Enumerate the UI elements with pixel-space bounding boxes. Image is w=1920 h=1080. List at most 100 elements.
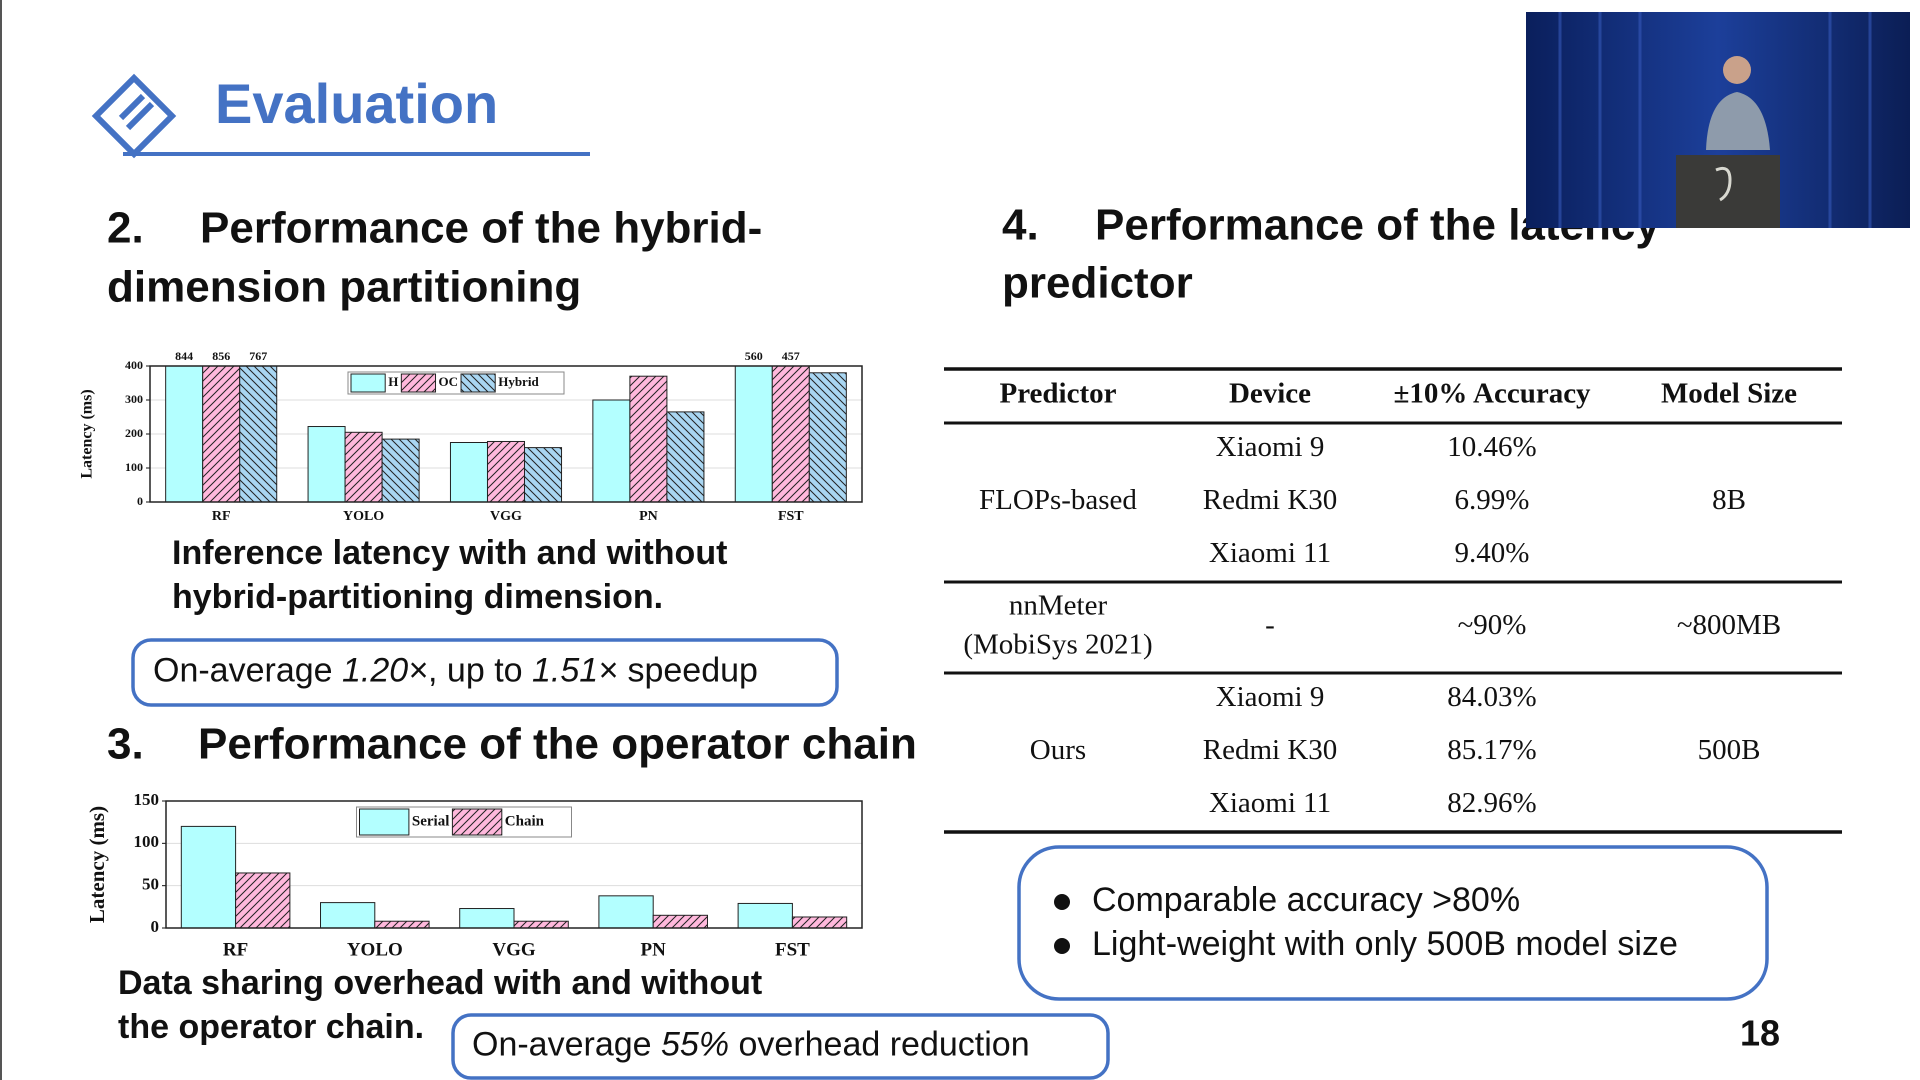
callout-part: 1.51× — [532, 651, 618, 689]
y-tick-label: 400 — [125, 358, 143, 372]
legend-label: Hybrid — [498, 374, 539, 389]
value-label: 844 — [175, 349, 193, 363]
bar — [771, 366, 810, 502]
table-cell: 9.40% — [1455, 537, 1530, 569]
callout: On-average 55% overhead reduction — [472, 1025, 1030, 1063]
bars — [165, 366, 847, 502]
legend-swatch — [400, 373, 437, 393]
bar — [165, 366, 204, 502]
section-number: 2. — [107, 204, 144, 253]
bar — [598, 895, 654, 928]
callout-box — [131, 638, 839, 707]
callout-part: 55% — [661, 1025, 729, 1063]
legend-swatch — [359, 808, 410, 836]
x-tick-label: PN — [641, 939, 667, 960]
bar — [737, 902, 793, 928]
bar — [235, 872, 291, 928]
bar — [734, 366, 773, 502]
y-axis-label: Latency (ms) — [79, 389, 96, 478]
legend-swatch — [451, 808, 503, 836]
x-tick-label: RF — [212, 509, 231, 524]
bar — [808, 372, 847, 502]
callout-part: 1.20× — [342, 651, 428, 689]
x-tick-label: VGG — [492, 939, 536, 960]
callout-part: speedup — [618, 651, 758, 689]
bar — [666, 411, 705, 502]
callout-part: On-average — [153, 651, 342, 689]
chart: 0 100 200 300 400 Latency (ms) RF 844 856 767 YOLO… — [79, 349, 863, 524]
callout-box — [451, 1013, 1110, 1080]
bar — [381, 438, 420, 502]
table-cell: Xiaomi 11 — [1209, 787, 1331, 819]
x-tick-label: FST — [778, 509, 804, 524]
y-tick-label: 100 — [134, 832, 160, 851]
y-tick-label: 150 — [134, 790, 160, 809]
table-cell: ~90% — [1458, 609, 1527, 641]
caption: Data sharing overhead with and without — [118, 964, 762, 1002]
bar — [629, 375, 668, 502]
bullet-text: Light-weight with only 500B model size — [1092, 925, 1678, 963]
table-cell: Redmi K30 — [1203, 484, 1338, 516]
chart: 0 50 100 150 Latency (ms) RF YOLO VGG PN FST Seria… — [85, 790, 863, 960]
bar — [652, 914, 708, 928]
bullet-dot — [1054, 894, 1070, 910]
bullet-dot — [1054, 938, 1070, 954]
table-cell: 82.96% — [1447, 787, 1536, 819]
plot-frame — [165, 800, 863, 929]
y-axis-label: Latency (ms) — [85, 806, 109, 923]
caption: Inference latency with and without — [172, 534, 727, 572]
value-label: 767 — [249, 349, 267, 363]
table-cell: Xiaomi 9 — [1216, 681, 1325, 713]
x-tick-label: PN — [639, 509, 658, 524]
bar — [791, 916, 848, 928]
table-cell: 10.46% — [1447, 431, 1536, 463]
x-tick-label: FST — [775, 939, 810, 960]
y-tick-label: 50 — [142, 875, 159, 894]
value-label: 560 — [745, 349, 763, 363]
table-cell: 85.17% — [1447, 734, 1536, 766]
predictor: nnMeter — [1009, 590, 1108, 622]
slide-title: Evaluation — [215, 72, 498, 135]
bar — [239, 366, 278, 502]
model-size: ~800MB — [1677, 609, 1781, 641]
bar — [592, 399, 631, 502]
x-tick-label: VGG — [490, 509, 522, 524]
y-tick-label: 200 — [125, 426, 143, 440]
y-tick-label: 0 — [151, 917, 160, 936]
table: Predictor Device ±10% Accuracy Model Size FL… — [944, 367, 1842, 834]
page-number: 18 — [1740, 1013, 1780, 1054]
legend-swatch — [460, 373, 496, 393]
bar — [180, 825, 237, 928]
value-label: 457 — [782, 349, 800, 363]
bar — [307, 426, 346, 502]
predictor: FLOPs-based — [979, 484, 1137, 516]
bar — [449, 442, 488, 502]
caption: the operator chain. — [118, 1008, 424, 1046]
model-size: 500B — [1698, 734, 1761, 766]
section-heading: Performance of the hybrid- — [200, 204, 762, 253]
callout-part: On-average — [472, 1025, 661, 1063]
column-header: Model Size — [1661, 378, 1797, 410]
bar — [320, 902, 376, 928]
speaker-video — [1526, 12, 1910, 228]
table-cell: - — [1265, 609, 1275, 641]
legend-swatch — [350, 373, 386, 393]
column-header: Device — [1229, 378, 1311, 410]
callout-part: , up to — [428, 651, 532, 689]
predictor: Ours — [1030, 734, 1086, 766]
caption: hybrid-partitioning dimension. — [172, 578, 663, 616]
value-label: 856 — [212, 349, 230, 363]
model-size: 8B — [1712, 484, 1746, 516]
section-number: 4. — [1002, 201, 1039, 250]
bar — [459, 908, 515, 928]
section-heading: predictor — [1002, 259, 1193, 308]
x-tick-label: YOLO — [347, 939, 403, 960]
plot-frame — [149, 365, 863, 503]
table-cell: Xiaomi 11 — [1209, 537, 1331, 569]
x-tick-label: RF — [223, 939, 248, 960]
bar — [513, 920, 569, 928]
callout: On-average 1.20×, up to 1.51× speedup — [153, 651, 758, 689]
bar — [374, 920, 430, 928]
table-cell: Xiaomi 9 — [1216, 431, 1325, 463]
callout-part: overhead reduction — [729, 1025, 1030, 1063]
